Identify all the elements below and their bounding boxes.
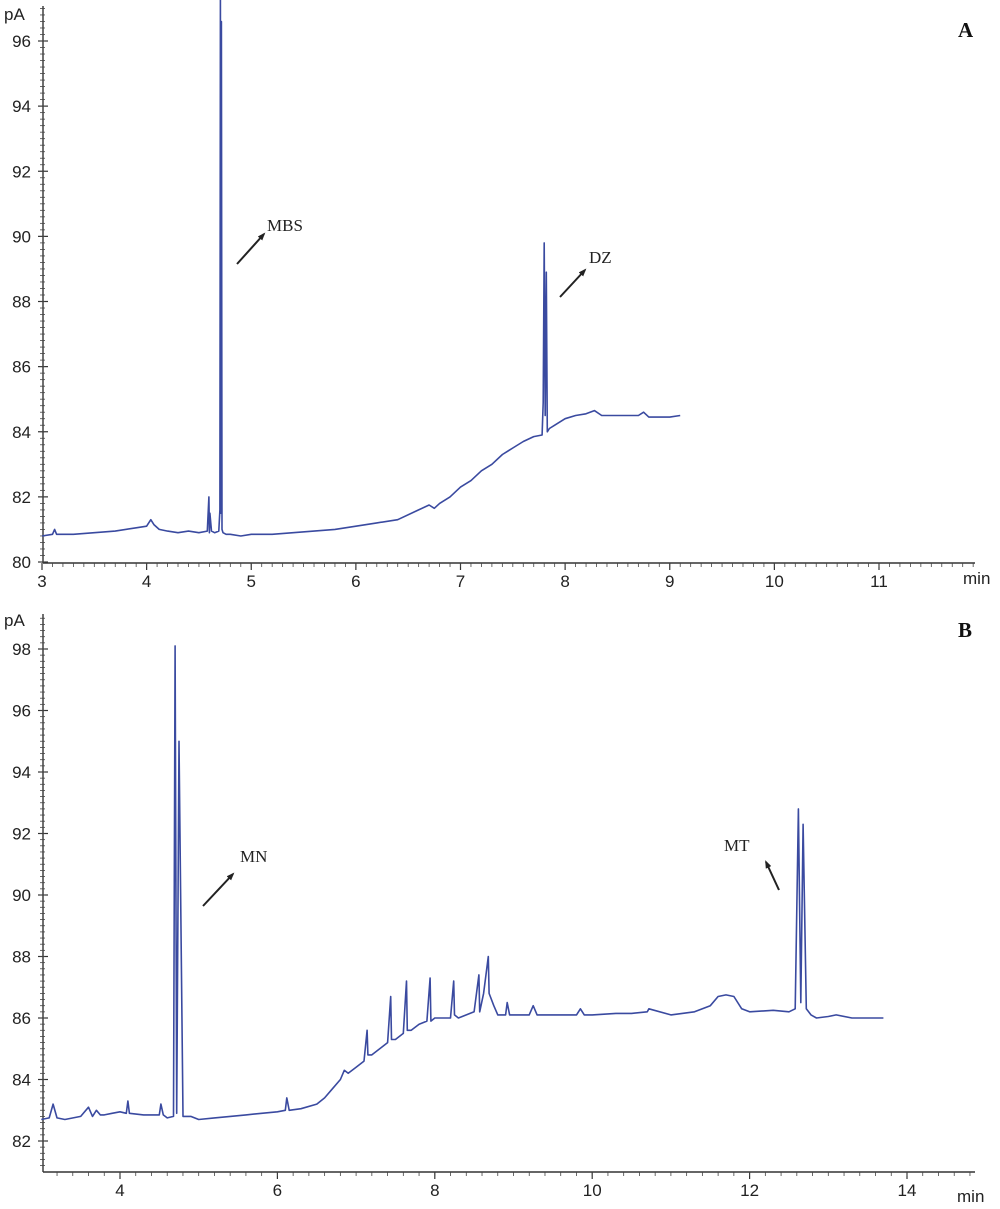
y-tick-label: 88 [12,293,31,312]
y-axis-unit-label: pA [4,5,25,24]
y-tick-label: 96 [12,32,31,51]
x-tick-label: 6 [273,1181,282,1200]
chromatogram-trace-a [41,0,681,537]
y-tick-label: 96 [12,702,31,721]
x-tick-label: 14 [898,1181,917,1200]
x-tick-label: 8 [560,572,569,591]
y-tick-label: 84 [12,423,31,442]
dz-peak-label: DZ [589,248,612,267]
x-tick-label: 6 [351,572,360,591]
x-tick-label: 12 [740,1181,759,1200]
y-tick-label: 90 [12,227,31,246]
y-tick-label: 86 [12,358,31,377]
y-tick-label: 80 [12,553,31,572]
y-tick-label: 92 [12,162,31,181]
y-tick-label: 94 [12,763,31,782]
panel-letter-a: A [958,18,974,42]
axes: 82 84 86 88 90 92 94 96 98 4 6 8 10 12 14 [12,614,975,1200]
x-tick-label: 10 [765,572,784,591]
y-tick-label: 98 [12,640,31,659]
y-tick-label: 82 [12,1132,31,1151]
x-tick-label: 10 [583,1181,602,1200]
x-tick-label: 8 [430,1181,439,1200]
mbs-arrow [236,232,266,265]
panel-a: pA min A 80 82 84 86 88 90 92 94 96 3 4 5 6 7 8 9 10 11 M… [4,0,990,591]
x-tick-label: 3 [37,572,46,591]
x-axis-unit-label: min [957,1187,984,1206]
y-tick-label: 88 [12,948,31,967]
y-tick-label: 82 [12,488,31,507]
mt-peak-label: MT [724,836,750,855]
x-tick-label: 4 [115,1181,124,1200]
y-tick-label: 90 [12,886,31,905]
axes: 80 82 84 86 88 90 92 94 96 3 4 5 6 7 8 9 10 11 [12,6,975,591]
mbs-peak-label: MBS [267,216,303,235]
y-tick-label: 86 [12,1009,31,1028]
dz-arrow [559,268,587,298]
x-tick-label: 11 [870,572,888,591]
mt-arrow [765,860,780,891]
chromatogram-trace-b [41,645,884,1121]
y-axis-unit-label: pA [4,611,25,630]
mn-arrow [202,872,235,907]
y-tick-label: 92 [12,825,31,844]
x-tick-label: 7 [456,572,465,591]
x-tick-label: 4 [142,572,151,591]
mn-peak-label: MN [240,847,267,866]
x-axis-unit-label: min [963,569,990,588]
y-tick-label: 94 [12,97,31,116]
y-tick-label: 84 [12,1071,31,1090]
x-tick-label: 5 [247,572,256,591]
x-tick-label: 9 [665,572,674,591]
panel-letter-b: B [958,618,972,642]
